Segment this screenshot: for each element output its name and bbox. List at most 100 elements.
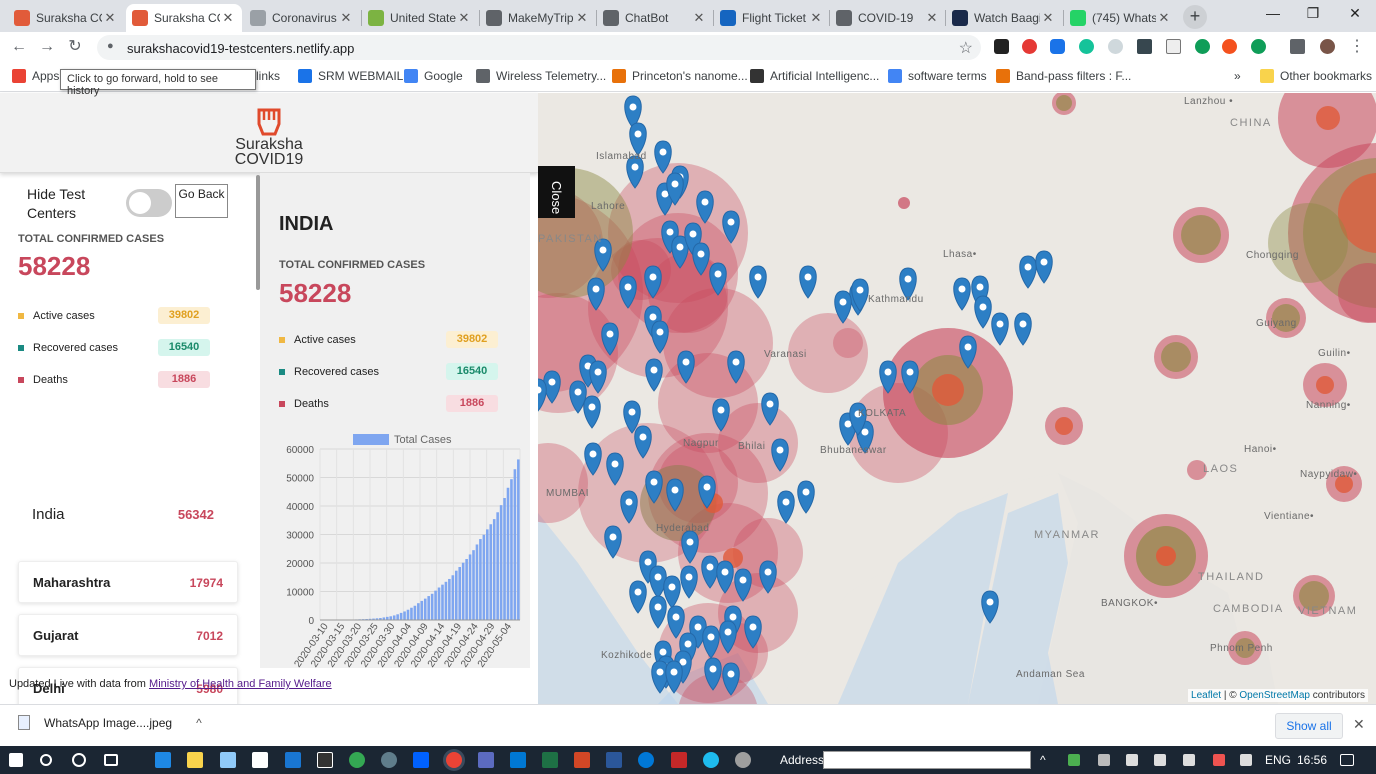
test-center-marker-icon[interactable] (759, 560, 777, 594)
case-circle[interactable] (1161, 342, 1191, 372)
test-center-marker-icon[interactable] (771, 438, 789, 472)
bookmark-star-icon[interactable]: ☆ (958, 40, 973, 57)
tab-6[interactable]: Flight Ticket ✕ (714, 4, 830, 32)
extension-icon[interactable] (1166, 39, 1181, 54)
extension-icon[interactable] (1022, 39, 1037, 54)
powerpoint-icon[interactable] (574, 752, 590, 768)
test-center-marker-icon[interactable] (1019, 255, 1037, 289)
leaflet-link[interactable]: Leaflet (1191, 690, 1222, 701)
test-center-marker-icon[interactable] (665, 660, 683, 694)
test-center-marker-icon[interactable] (719, 620, 737, 654)
case-circle[interactable] (1056, 95, 1072, 111)
test-center-marker-icon[interactable] (722, 210, 740, 244)
map-view[interactable]: CHINA Lanzhou • Chongqing Guiyang Guilin• Nan… (538, 93, 1376, 704)
test-center-marker-icon[interactable] (666, 478, 684, 512)
bookmark-item[interactable]: SRM WEBMAIL (298, 69, 403, 83)
test-center-marker-icon[interactable] (749, 265, 767, 299)
test-center-marker-icon[interactable] (671, 235, 689, 269)
test-center-marker-icon[interactable] (666, 172, 684, 206)
store-icon[interactable] (252, 752, 268, 768)
bookmark-item[interactable]: software terms (888, 69, 987, 83)
volume-icon[interactable] (1154, 754, 1166, 766)
test-center-marker-icon[interactable] (584, 442, 602, 476)
show-all-button[interactable]: Show all (1275, 713, 1343, 739)
search-icon[interactable] (40, 754, 52, 766)
extension-icon[interactable] (1079, 39, 1094, 54)
test-center-marker-icon[interactable] (698, 475, 716, 509)
close-tab-icon[interactable]: ✕ (458, 10, 470, 25)
tab-0[interactable]: Suraksha CO ✕ (8, 4, 124, 32)
case-circle[interactable] (1156, 546, 1176, 566)
test-center-marker-icon[interactable] (629, 580, 647, 614)
map-canvas[interactable] (538, 93, 1376, 704)
state-card[interactable]: Delhi 5980 (18, 667, 238, 709)
case-circle[interactable] (1272, 304, 1300, 332)
tray-icon[interactable] (1098, 754, 1110, 766)
close-shelf-icon[interactable]: ✕ (1353, 716, 1365, 732)
case-circle[interactable] (833, 328, 863, 358)
case-circle[interactable] (648, 253, 728, 333)
test-center-marker-icon[interactable] (667, 605, 685, 639)
tab-8[interactable]: Watch Baagi ✕ (946, 4, 1062, 32)
case-circle[interactable] (1316, 106, 1340, 130)
test-center-marker-icon[interactable] (651, 660, 669, 694)
case-circle[interactable] (1278, 93, 1376, 168)
extension-icon[interactable] (1195, 39, 1210, 54)
taskbar-app-icon[interactable] (285, 752, 301, 768)
test-center-marker-icon[interactable] (953, 277, 971, 311)
forward-icon[interactable]: → (39, 38, 55, 55)
chevron-up-icon[interactable]: ^ (196, 715, 202, 730)
file-explorer-icon[interactable] (187, 752, 203, 768)
test-center-marker-icon[interactable] (589, 360, 607, 394)
tab-7[interactable]: COVID-19 ✕ (830, 4, 946, 32)
tray-icon[interactable] (1213, 754, 1225, 766)
state-card[interactable]: Gujarat 7012 (18, 614, 238, 656)
test-center-marker-icon[interactable] (645, 358, 663, 392)
test-center-marker-icon[interactable] (981, 590, 999, 624)
test-center-marker-icon[interactable] (594, 238, 612, 272)
dropbox-icon[interactable] (413, 752, 429, 768)
osm-link[interactable]: OpenStreetMap (1239, 690, 1310, 701)
hide-test-centers-toggle[interactable] (126, 189, 172, 217)
pen-icon[interactable] (1240, 754, 1252, 766)
test-center-marker-icon[interactable] (716, 560, 734, 594)
go-back-button[interactable]: Go Back (175, 184, 228, 218)
reload-icon[interactable]: ↻ (68, 38, 82, 55)
test-center-marker-icon[interactable] (677, 350, 695, 384)
menu-icon[interactable]: ⋮ (1349, 38, 1365, 55)
notifications-icon[interactable] (1340, 754, 1354, 766)
chevron-up-icon[interactable]: ^ (1040, 753, 1046, 767)
case-circle[interactable] (1181, 215, 1221, 255)
url-text[interactable]: surakshacovid19-testcenters.netlify.app (127, 41, 355, 56)
test-center-marker-icon[interactable] (634, 425, 652, 459)
test-center-marker-icon[interactable] (712, 398, 730, 432)
tab-1[interactable]: Suraksha CO ✕ (126, 4, 242, 32)
bookmarks-more[interactable]: » (1234, 69, 1241, 83)
state-card[interactable]: Maharashtra 17974 (18, 561, 238, 603)
edge-icon[interactable] (638, 752, 654, 768)
extension-icon[interactable] (1251, 39, 1266, 54)
test-center-marker-icon[interactable] (626, 155, 644, 189)
close-tab-icon[interactable]: ✕ (693, 10, 705, 25)
test-center-marker-icon[interactable] (569, 380, 587, 414)
test-center-marker-icon[interactable] (849, 402, 867, 436)
case-circle[interactable] (1338, 263, 1376, 323)
close-window-button[interactable]: ✕ (1349, 5, 1361, 21)
left-scrollbar[interactable] (256, 175, 260, 290)
taskbar-app-icon[interactable] (317, 752, 333, 768)
cortana-icon[interactable] (72, 753, 86, 767)
task-view-icon[interactable] (104, 754, 118, 766)
bookmark-item[interactable]: Princeton's nanome... (612, 69, 748, 83)
test-center-marker-icon[interactable] (649, 595, 667, 629)
case-circle[interactable] (1055, 417, 1073, 435)
test-center-marker-icon[interactable] (744, 615, 762, 649)
test-center-marker-icon[interactable] (1035, 250, 1053, 284)
test-center-marker-icon[interactable] (604, 525, 622, 559)
test-center-marker-icon[interactable] (834, 290, 852, 324)
test-center-marker-icon[interactable] (1014, 312, 1032, 346)
close-tab-icon[interactable]: ✕ (104, 10, 116, 25)
test-center-marker-icon[interactable] (727, 350, 745, 384)
network-icon[interactable] (1183, 754, 1195, 766)
test-center-marker-icon[interactable] (851, 278, 869, 312)
tab-5[interactable]: ChatBot ✕ (597, 4, 713, 32)
